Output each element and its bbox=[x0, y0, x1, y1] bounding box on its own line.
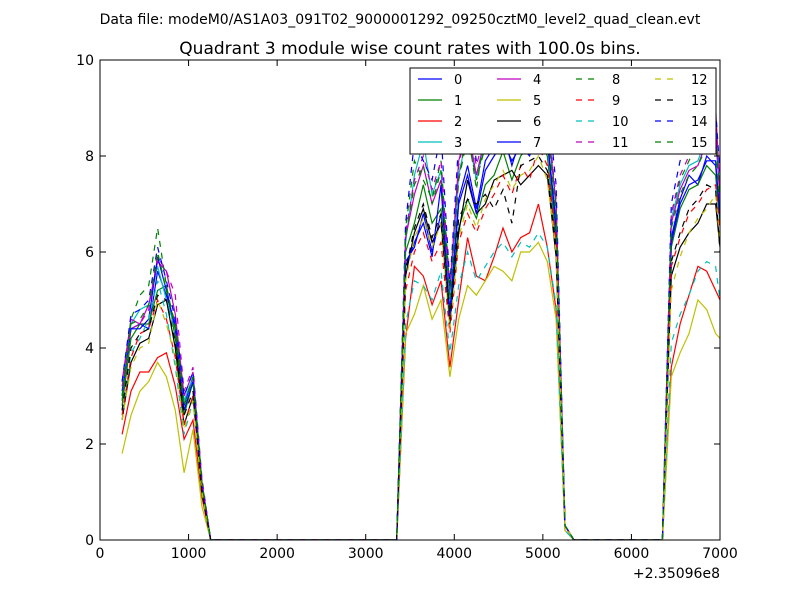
y-tick-label: 6 bbox=[85, 245, 94, 261]
x-offset-label: +2.35096e8 bbox=[633, 566, 720, 582]
series-line-15 bbox=[121, 106, 720, 540]
legend-label-6: 6 bbox=[533, 115, 541, 130]
legend-box bbox=[409, 67, 717, 155]
x-tick-label: 3000 bbox=[348, 546, 384, 562]
series-line-7 bbox=[121, 125, 720, 540]
legend-label-9: 9 bbox=[612, 94, 620, 109]
x-tick-label: 0 bbox=[96, 546, 105, 562]
series-line-11 bbox=[121, 97, 720, 540]
x-tick-label: 1000 bbox=[171, 546, 207, 562]
legend-label-15: 15 bbox=[691, 136, 708, 151]
series-line-0 bbox=[121, 115, 720, 540]
y-tick-label: 4 bbox=[85, 341, 94, 357]
x-tick-label: 2000 bbox=[259, 546, 295, 562]
x-tick-label: 4000 bbox=[436, 546, 472, 562]
axes-frame bbox=[99, 59, 721, 541]
series-line-1 bbox=[121, 135, 720, 540]
legend-label-13: 13 bbox=[691, 94, 708, 109]
y-tick-label: 2 bbox=[85, 437, 94, 453]
legend-label-12: 12 bbox=[691, 73, 708, 88]
legend-label-3: 3 bbox=[454, 136, 462, 151]
legend-label-0: 0 bbox=[454, 73, 462, 88]
series-line-5 bbox=[121, 241, 720, 540]
series-line-12 bbox=[121, 154, 720, 540]
legend-label-11: 11 bbox=[612, 136, 629, 151]
x-tick-label: 5000 bbox=[525, 546, 561, 562]
legend-label-5: 5 bbox=[533, 94, 541, 109]
y-tick-label: 10 bbox=[76, 53, 94, 69]
legend-label-14: 14 bbox=[691, 115, 708, 130]
y-tick-label: 0 bbox=[85, 533, 94, 549]
legend-label-4: 4 bbox=[533, 73, 541, 88]
suptitle: Data file: modeM0/AS1A03_091T02_90000012… bbox=[100, 12, 701, 28]
legend-label-2: 2 bbox=[454, 115, 462, 130]
series-line-4 bbox=[121, 97, 720, 540]
series-line-10 bbox=[121, 231, 720, 540]
y-tick-label: 8 bbox=[85, 149, 94, 165]
series-line-9 bbox=[121, 144, 720, 540]
legend-label-1: 1 bbox=[454, 94, 462, 109]
x-tick-label: 7000 bbox=[702, 546, 738, 562]
series-line-8 bbox=[121, 88, 720, 540]
legend-label-8: 8 bbox=[612, 73, 620, 88]
series-line-2 bbox=[121, 203, 720, 540]
x-tick-label: 6000 bbox=[614, 546, 650, 562]
legend-label-10: 10 bbox=[612, 115, 629, 130]
legend-label-7: 7 bbox=[533, 136, 541, 151]
chart-title: Quadrant 3 module wise count rates with … bbox=[179, 39, 640, 59]
